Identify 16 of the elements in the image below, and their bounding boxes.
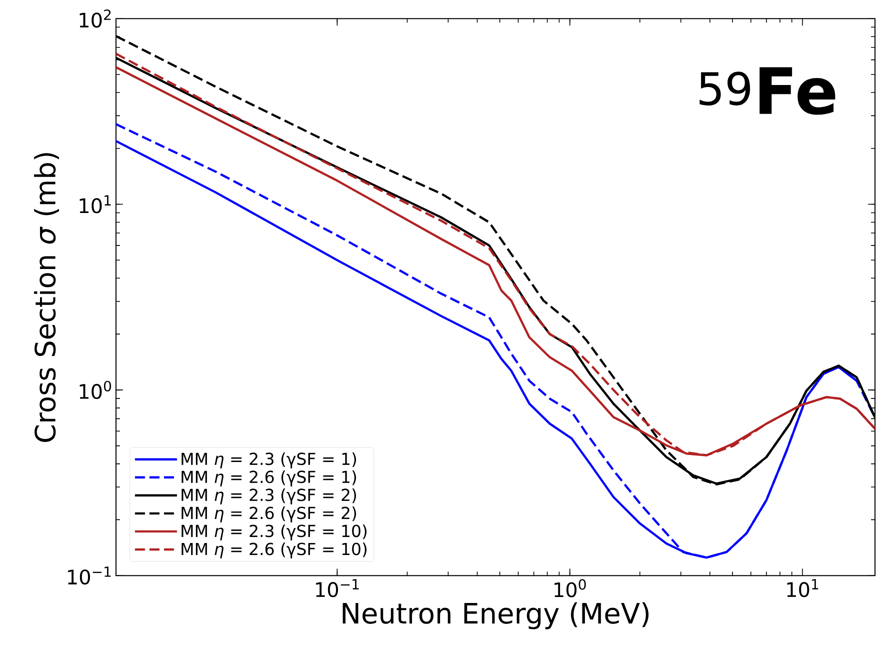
- x-axis-title: Neutron Energy (MeV): [342, 602, 649, 630]
- legend-label: MM η = 2.3 (γSF = 2): [182, 488, 356, 504]
- x-tick-label: 10$^{−1}$: [316, 579, 359, 598]
- legend-label: MM η = 2.3 (γSF = 1): [182, 452, 356, 468]
- y-axis-title: Cross Section σ (mb): [34, 153, 59, 442]
- y-tick-label: 10$^{0}$: [80, 380, 112, 400]
- x-tick-label: 10$^{0}$: [554, 579, 586, 598]
- legend-label: MM η = 2.6 (γSF = 10): [182, 542, 367, 558]
- legend-label: MM η = 2.3 (γSF = 10): [182, 524, 367, 540]
- annotation: $^{59}$Fe: [700, 67, 836, 115]
- x-tick-label: 10$^{1}$: [787, 579, 818, 598]
- y-tick-label: 10$^{1}$: [80, 195, 111, 214]
- y-tick-label: 10$^{2}$: [80, 9, 111, 28]
- y-tick-label: 10$^{−1}$: [68, 566, 111, 585]
- legend-label: MM η = 2.6 (γSF = 2): [182, 506, 356, 522]
- legend-label: MM η = 2.6 (γSF = 1): [182, 470, 356, 486]
